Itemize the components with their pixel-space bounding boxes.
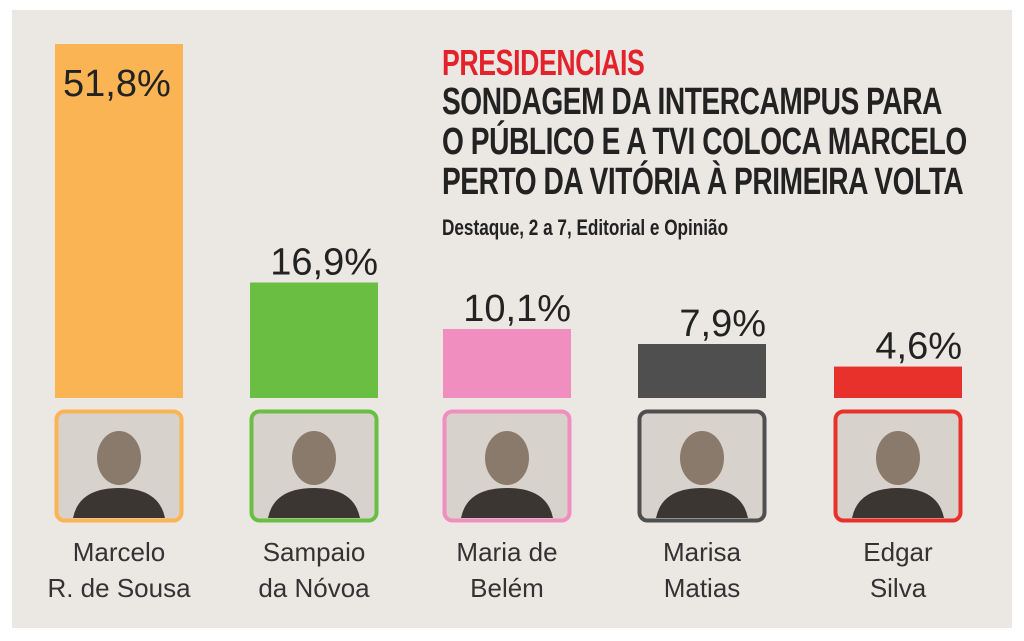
candidate-name-label: R. de Sousa bbox=[47, 573, 191, 603]
bar-value-label: 7,9% bbox=[679, 303, 766, 345]
bar bbox=[443, 328, 571, 398]
bar-value-label: 16,9% bbox=[270, 242, 378, 284]
candidate-photo-icon bbox=[54, 409, 184, 523]
portrait-head bbox=[485, 431, 529, 485]
portrait-head bbox=[292, 431, 336, 485]
candidate-photo-icon bbox=[442, 409, 572, 523]
candidate-photo-icon bbox=[833, 409, 963, 523]
bar-value-label: 4,6% bbox=[875, 326, 962, 368]
candidate-name-label: Matias bbox=[664, 573, 741, 603]
portrait-head bbox=[97, 431, 141, 485]
candidate-name-label: Maria de bbox=[456, 537, 557, 567]
portrait-shoulders bbox=[268, 488, 360, 518]
portrait-head bbox=[876, 431, 920, 485]
portrait-head bbox=[680, 431, 724, 485]
candidate-name-label: da Nóvoa bbox=[258, 573, 370, 603]
candidate-name-label: Marisa bbox=[663, 537, 742, 567]
portrait-shoulders bbox=[852, 488, 944, 518]
portrait-shoulders bbox=[461, 488, 553, 518]
portrait-shoulders bbox=[73, 488, 165, 518]
headline-kicker: PRESIDENCIAIS bbox=[442, 42, 645, 83]
candidate-name-label: Edgar bbox=[863, 537, 933, 567]
headline-subtitle: Destaque, 2 a 7, Editorial e Opinião bbox=[442, 215, 729, 240]
candidate-name-label: Belém bbox=[470, 573, 544, 603]
headline-title-line: O PÚBLICO E A TVI COLOCA MARCELO bbox=[442, 121, 967, 163]
candidate-name-label: Sampaio bbox=[263, 537, 366, 567]
candidate-photo-icon bbox=[637, 409, 767, 523]
headline-title: SONDAGEM DA INTERCAMPUS PARA O PÚBLICO E… bbox=[442, 81, 967, 203]
bar-value-label: 51,8% bbox=[63, 63, 171, 105]
bar bbox=[834, 366, 962, 398]
candidate-name-label: Silva bbox=[870, 573, 927, 603]
bar bbox=[250, 282, 378, 398]
headline-title-line: PERTO DA VITÓRIA À PRIMEIRA VOLTA bbox=[442, 161, 964, 203]
headline-title-line: SONDAGEM DA INTERCAMPUS PARA bbox=[442, 81, 942, 123]
portrait-shoulders bbox=[656, 488, 748, 518]
candidate-photo-icon bbox=[249, 409, 379, 523]
bar bbox=[55, 44, 183, 398]
bar-value-label: 10,1% bbox=[463, 288, 571, 330]
bar bbox=[638, 344, 766, 398]
headline-block: PRESIDENCIAIS SONDAGEM DA INTERCAMPUS PA… bbox=[442, 42, 982, 240]
candidate-name-label: Marcelo bbox=[73, 537, 165, 567]
